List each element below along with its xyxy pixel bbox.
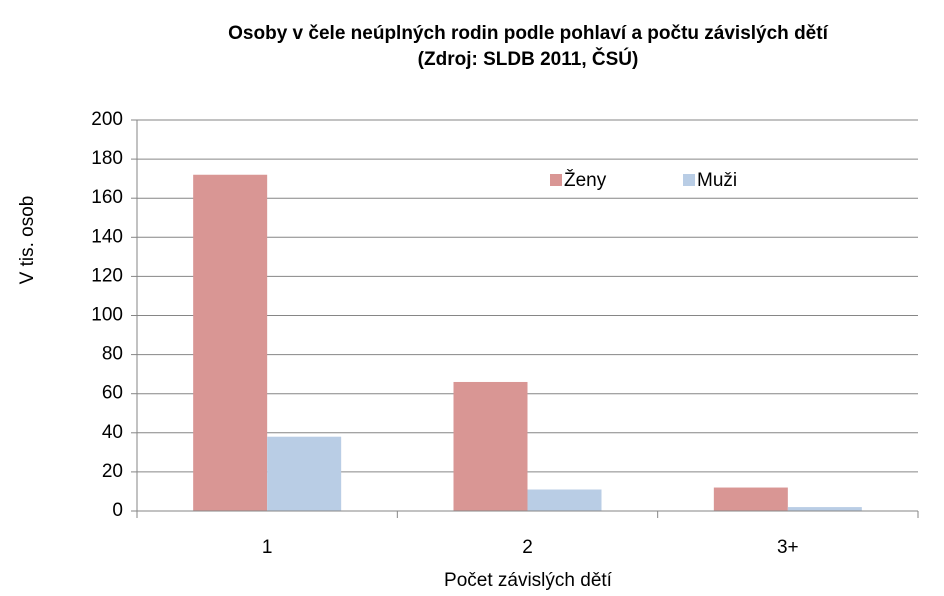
y-tick-label: 200: [91, 109, 123, 130]
x-axis-label: Počet závislých dětí: [444, 570, 613, 591]
y-tick-label: 20: [102, 461, 123, 482]
y-tick-label: 160: [91, 187, 123, 208]
bar: [267, 436, 342, 511]
y-tick-label: 60: [102, 383, 123, 404]
x-tick-label: 2: [522, 537, 533, 558]
legend-swatch: [550, 174, 562, 186]
bar: [453, 381, 528, 511]
chart-subtitle: (Zdroj: SLDB 2011, ČSÚ): [418, 48, 639, 70]
x-tick-label: 3+: [777, 537, 799, 558]
bar: [787, 507, 862, 511]
y-axis-label: V tis. osob: [17, 196, 38, 285]
x-tick-label: 1: [262, 537, 273, 558]
legend-label: Ženy: [564, 169, 607, 191]
bar: [527, 489, 602, 511]
y-tick-label: 100: [91, 305, 123, 326]
legend-swatch: [683, 174, 695, 186]
y-tick-label: 120: [91, 265, 123, 286]
y-tick-label: 140: [91, 226, 123, 247]
chart-title: Osoby v čele neúplných rodin podle pohla…: [228, 23, 828, 44]
bar: [193, 174, 268, 512]
y-tick-label: 80: [102, 344, 123, 365]
y-tick-label: 180: [91, 148, 123, 169]
y-tick-label: 0: [112, 500, 123, 521]
bar: [713, 487, 788, 511]
y-tick-label: 40: [102, 422, 123, 443]
legend-label: Muži: [697, 170, 737, 191]
